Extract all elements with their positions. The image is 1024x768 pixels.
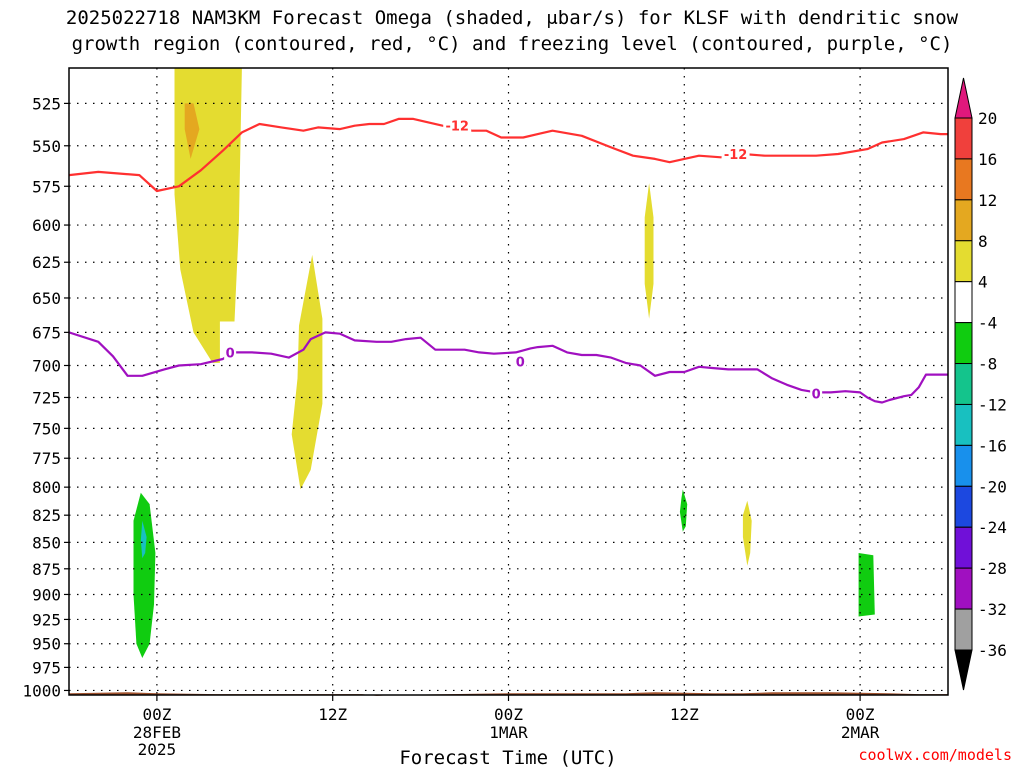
colorbar: 20 16 12 8 4 -4 -8 -12 -16 -20 -24 -28 -32 -36 <box>954 77 1007 691</box>
contour-line-1 <box>69 331 948 404</box>
colorbar-bin-9 <box>954 485 973 528</box>
y-tick-label-925: 925 <box>32 610 61 629</box>
colorbar-label-7: -12 <box>978 395 1007 414</box>
y-tick-label-700: 700 <box>32 356 61 375</box>
omega-area-1 <box>184 103 200 159</box>
y-tick-label-600: 600 <box>32 216 61 235</box>
colorbar-label-3: 8 <box>978 232 988 251</box>
colorbar-bin-10 <box>954 526 973 569</box>
x-tick-sublabel-4: 2MAR <box>841 723 880 742</box>
colorbar-label-2: 12 <box>978 191 997 210</box>
y-tick-label-675: 675 <box>32 323 61 342</box>
colorbar-label-8: -16 <box>978 436 1007 455</box>
y-tick-label-725: 725 <box>32 388 61 407</box>
colorbar-bin-1 <box>954 158 973 201</box>
contour-label-1-2: 0 <box>812 388 821 403</box>
y-tick-label-750: 750 <box>32 419 61 438</box>
x-tick-sublabel-0: 28FEB <box>133 723 181 742</box>
contour-label-0-1: -12 <box>724 148 748 163</box>
colorbar-bin-6 <box>954 363 973 405</box>
y-tick-label-525: 525 <box>32 94 61 113</box>
omega-area-7 <box>140 520 147 559</box>
colorbar-label-11: -28 <box>978 559 1007 578</box>
omega-shading-layer <box>133 68 875 658</box>
colorbar-label-9: -20 <box>978 477 1007 496</box>
y-tick-label-800: 800 <box>32 478 61 497</box>
omega-area-2 <box>291 254 323 490</box>
y-tick-label-950: 950 <box>32 635 61 654</box>
omega-area-3 <box>644 183 654 319</box>
contour-label-1-0: 0 <box>226 346 235 361</box>
omega-area-0 <box>174 68 242 363</box>
colorbar-top-arrow <box>954 77 973 119</box>
colorbar-label-12: -32 <box>978 600 1007 619</box>
y-tick-label-825: 825 <box>32 506 61 525</box>
colorbar-label-4: 4 <box>978 273 988 292</box>
colorbar-label-6: -8 <box>978 355 997 374</box>
y-axis-ticks: 525 550 575 600 625 650 675 700 725 750 775 800 825 8… <box>22 94 69 700</box>
y-tick-label-550: 550 <box>32 137 61 156</box>
colorbar-label-13: -36 <box>978 641 1007 660</box>
x-tick-label-3: 12Z <box>670 705 699 724</box>
contour-label-1-1: 0 <box>516 356 525 371</box>
omega-area-6 <box>133 492 156 658</box>
colorbar-bin-5 <box>954 322 973 365</box>
omega-area-4 <box>742 500 752 566</box>
y-tick-label-850: 850 <box>32 533 61 552</box>
y-tick-label-775: 775 <box>32 449 61 468</box>
colorbar-label-5: -4 <box>978 314 997 333</box>
chart-title-line1: 2025022718 NAM3KM Forecast Omega (shaded… <box>66 7 959 29</box>
colorbar-bin-3 <box>954 240 973 283</box>
contour-label-bg-1-2 <box>810 386 823 401</box>
colorbar-bin-8 <box>954 444 973 487</box>
omega-area-5 <box>679 489 688 532</box>
colorbar-bin-11 <box>954 567 973 610</box>
contour-line-0 <box>69 117 948 193</box>
credit-text: coolwx.com/models <box>858 746 1012 764</box>
colorbar-bottom-arrow <box>954 649 973 691</box>
y-tick-label-875: 875 <box>32 560 61 579</box>
x-tick-year-0: 2025 <box>138 740 177 759</box>
colorbar-bin-12 <box>954 608 973 651</box>
contour-label-bg-1-1 <box>514 354 527 369</box>
x-tick-label-0: 00Z <box>142 705 171 724</box>
contour-label-bg-0-1 <box>721 147 750 162</box>
colorbar-bin-7 <box>954 403 973 446</box>
colorbar-label-10: -24 <box>978 518 1007 537</box>
y-tick-label-625: 625 <box>32 253 61 272</box>
chart-title-line2: growth region (contoured, red, °C) and f… <box>72 33 953 55</box>
y-tick-label-575: 575 <box>32 177 61 196</box>
y-tick-label-900: 900 <box>32 585 61 604</box>
colorbar-bin-4 <box>954 281 973 324</box>
x-axis-label: Forecast Time (UTC) <box>399 747 616 768</box>
omega-area-8 <box>858 553 875 617</box>
colorbar-label-0: 20 <box>978 109 997 128</box>
x-tick-label-4: 00Z <box>846 705 875 724</box>
colorbar-bin-0 <box>954 117 973 160</box>
contour-label-0-0: -12 <box>445 120 469 135</box>
x-tick-sublabel-2: 1MAR <box>489 723 528 742</box>
y-tick-label-650: 650 <box>32 289 61 308</box>
colorbar-label-1: 16 <box>978 150 997 169</box>
x-tick-label-2: 00Z <box>494 705 523 724</box>
grid-layer <box>69 68 948 695</box>
x-tick-label-1: 12Z <box>318 705 347 724</box>
contour-layer: -12 -12 0 0 0 <box>69 117 948 404</box>
y-tick-label-975: 975 <box>32 658 61 677</box>
contour-label-bg-1-0 <box>224 345 237 360</box>
y-tick-label-1000: 1000 <box>22 681 61 700</box>
colorbar-bin-2 <box>954 199 973 242</box>
contour-label-bg-0-0 <box>443 118 472 133</box>
